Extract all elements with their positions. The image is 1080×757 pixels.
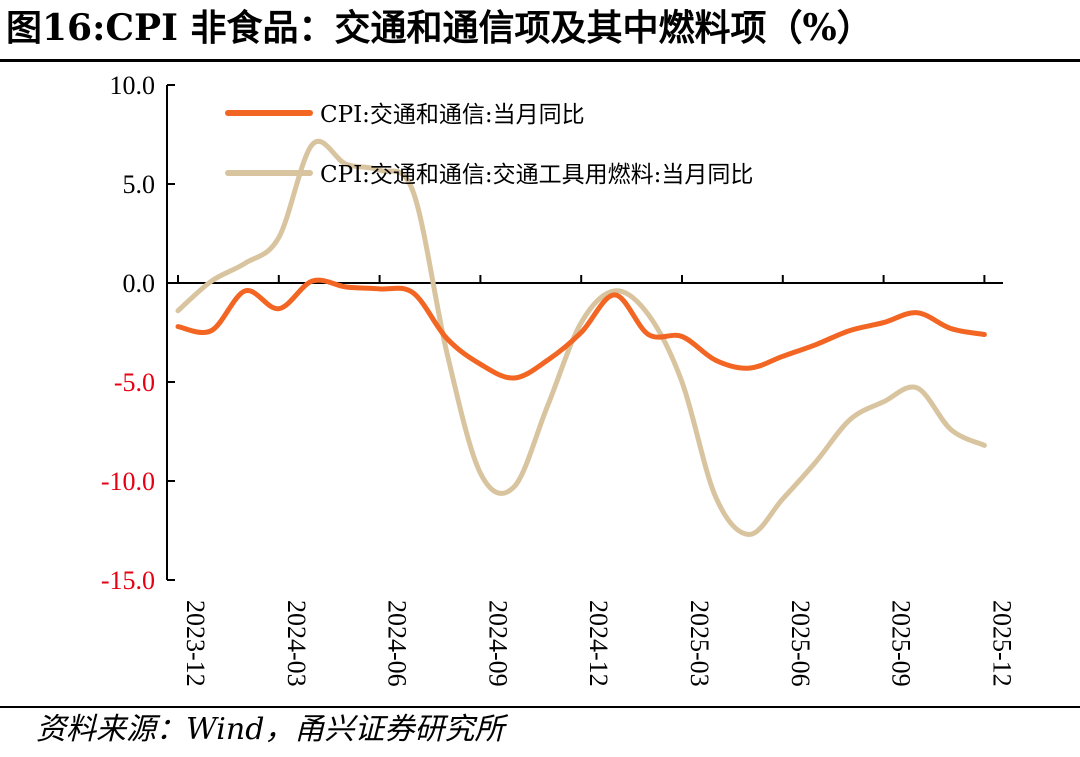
title-bar: 图16:CPI 非食品：交通和通信项及其中燃料项（%） (0, 0, 1080, 62)
y-tick-label: 10.0 (110, 71, 156, 100)
x-tick-label: 2025-03 (685, 600, 714, 687)
source-note: 资料来源：Wind，甬兴证券研究所 (36, 712, 505, 747)
chart-title: 图16:CPI 非食品：交通和通信项及其中燃料项（%） (6, 7, 873, 49)
x-tick-label: 2024-06 (383, 600, 412, 687)
y-tick-label: 0.0 (123, 269, 156, 298)
legend-label-2: CPI:交通和通信:交通工具用燃料:当月同比 (320, 162, 753, 188)
x-tick-label: 2025-09 (887, 600, 916, 687)
series-line-1 (175, 277, 987, 381)
x-tick-label: 2023-12 (181, 600, 210, 687)
x-tick-label: 2025-12 (987, 600, 1016, 687)
y-tick-label: -5.0 (114, 368, 155, 397)
y-tick-label: 5.0 (123, 170, 156, 199)
source-divider (0, 706, 1080, 708)
legend-label-1: CPI:交通和通信:当月同比 (320, 102, 585, 128)
x-tick-label: 2024-12 (584, 600, 613, 687)
y-tick-label: -15.0 (101, 566, 155, 595)
x-tick-label: 2024-09 (483, 600, 512, 687)
y-tick-label: -10.0 (101, 467, 155, 496)
series-line-2 (175, 139, 987, 538)
x-tick-label: 2024-03 (282, 600, 311, 687)
x-tick-label: 2025-06 (786, 600, 815, 687)
